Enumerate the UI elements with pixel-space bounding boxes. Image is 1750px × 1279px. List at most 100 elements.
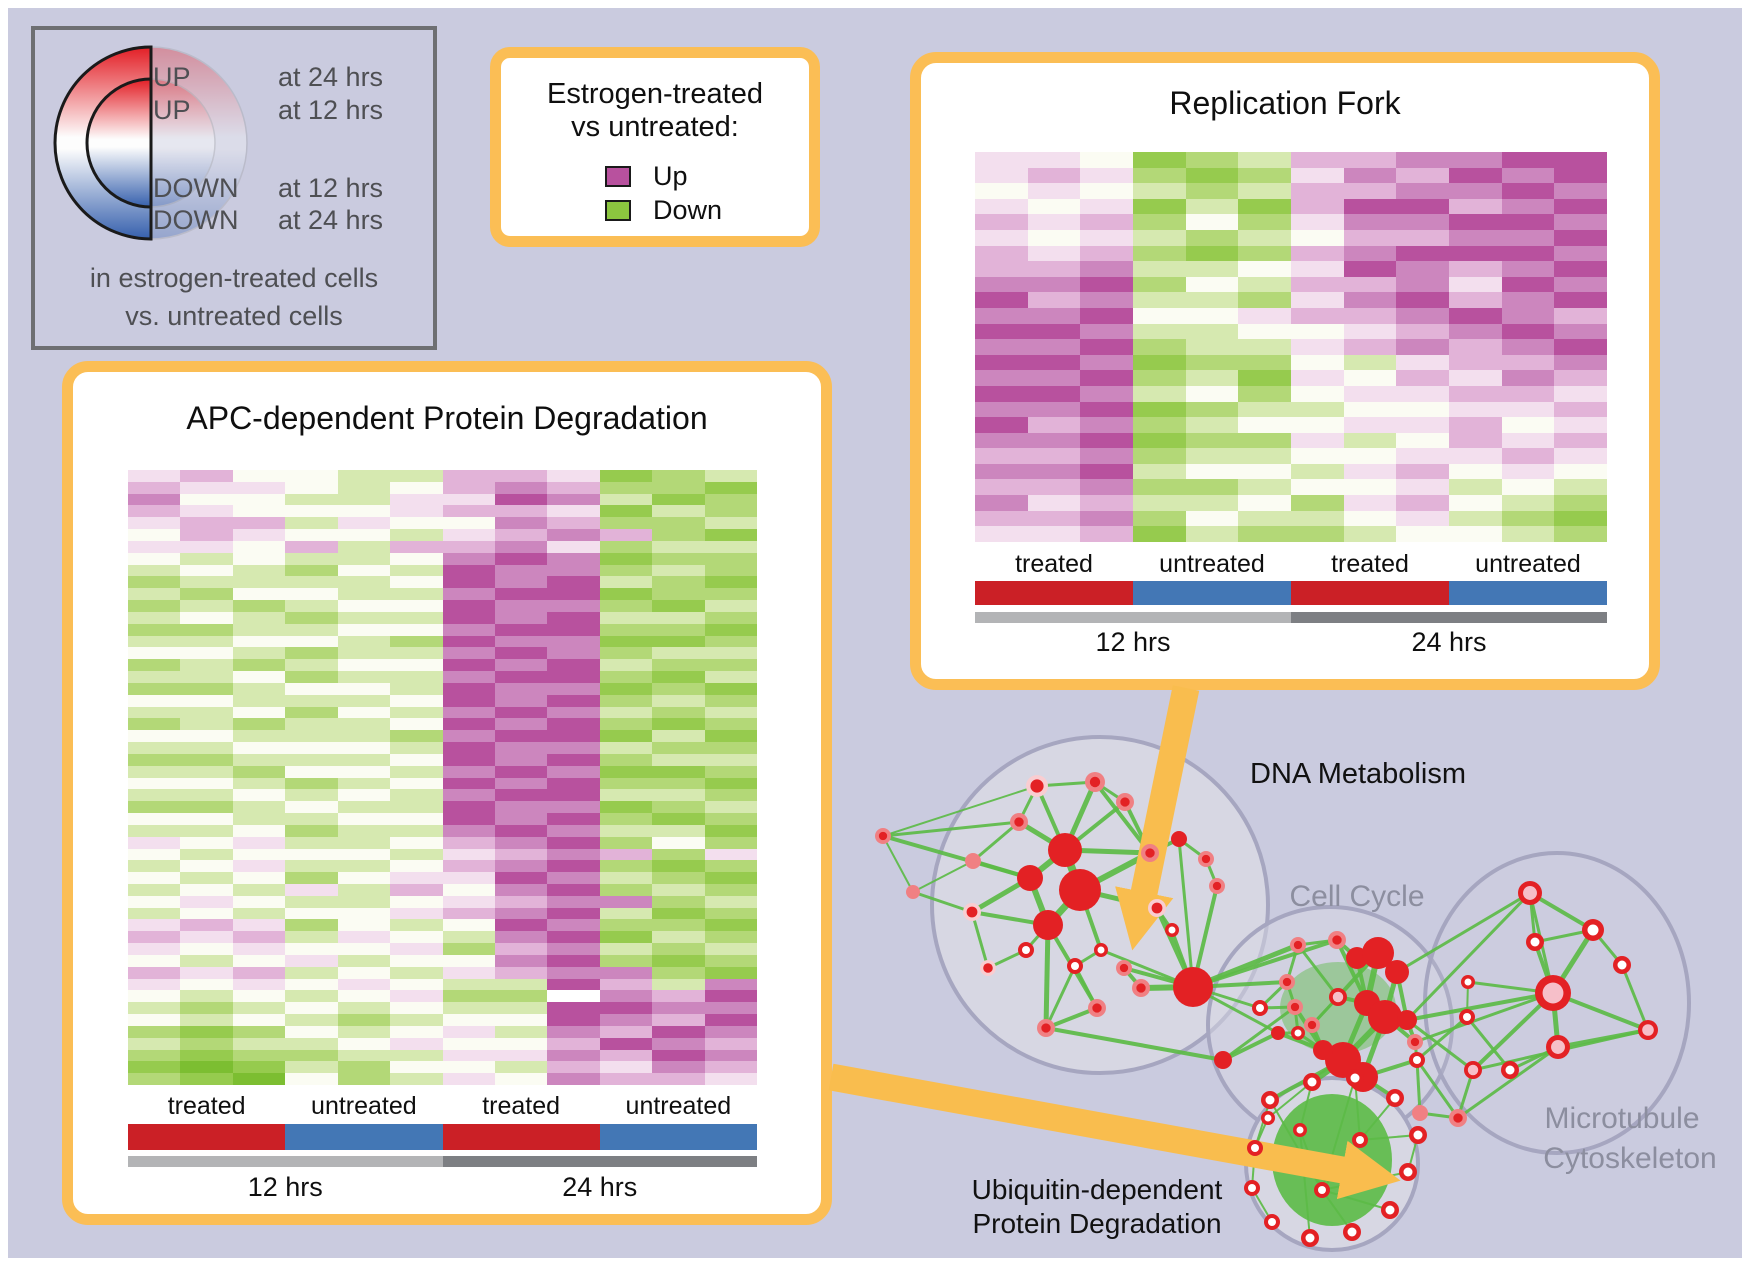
heatmap-cell — [1396, 261, 1450, 277]
panel-apc-protein-degradation: APC-dependent Protein Degradation treate… — [62, 361, 832, 1225]
heatmap-cell — [1185, 495, 1239, 511]
heatmap-cell — [1501, 183, 1555, 199]
heatmap-cell — [494, 493, 548, 506]
heatmap-cell — [180, 742, 233, 754]
key-word-up-12: UP — [153, 95, 191, 125]
heatmap-cell — [285, 883, 338, 896]
heatmap-cell — [1080, 495, 1134, 511]
heatmap-cell — [599, 730, 653, 743]
heatmap-cell — [704, 1014, 758, 1026]
heatmap-cell — [652, 659, 705, 672]
heatmap-row — [128, 481, 758, 494]
heatmap-row — [128, 954, 758, 967]
heatmap-cell — [704, 623, 758, 636]
heatmap-cell — [599, 635, 653, 648]
heatmap-cell — [652, 765, 705, 778]
heatmap-cell — [390, 801, 443, 814]
heatmap-cell — [494, 777, 548, 790]
heatmap-cell — [975, 495, 1028, 511]
heatmap-cell — [704, 1025, 758, 1038]
heatmap-row — [128, 470, 758, 482]
heatmap-cell — [599, 659, 653, 672]
heatmap-cell — [704, 801, 758, 814]
heatmap-cell — [652, 682, 705, 695]
heatmap-cell — [180, 588, 233, 601]
heatmap-cell — [390, 907, 443, 920]
heatmap-cell — [390, 529, 443, 541]
heatmap-cell — [390, 966, 443, 979]
heatmap-cell — [1501, 526, 1555, 542]
heatmap-cell — [128, 730, 181, 743]
heatmap-cell — [599, 1049, 653, 1062]
heatmap-cell — [1080, 183, 1134, 199]
heatmap-cell — [652, 1073, 705, 1086]
heatmap-cell — [232, 600, 286, 612]
heatmap-cell — [337, 1037, 391, 1050]
heatmap-cell — [975, 276, 1028, 293]
heatmap-cell — [337, 481, 391, 494]
network-edge — [1222, 1005, 1296, 1062]
heatmap-cell — [704, 540, 758, 553]
heatmap-cell — [390, 706, 443, 719]
heatmap-cell — [704, 635, 758, 648]
heatmap-cell — [390, 848, 443, 861]
network-node-core — [1390, 1093, 1400, 1103]
heatmap-cell — [442, 895, 495, 908]
heatmap-cell — [652, 1049, 705, 1062]
heatmap-cell — [1396, 276, 1450, 293]
heatmap-cell — [1291, 370, 1344, 386]
heatmap-cell — [1501, 354, 1555, 371]
heatmap-cell — [1396, 479, 1450, 496]
heatmap-cell — [1554, 526, 1608, 542]
heatmap-cell — [1396, 448, 1450, 464]
network-node-core — [1453, 1113, 1463, 1123]
heatmap-cell — [494, 564, 548, 577]
heatmap-cell — [494, 1002, 548, 1015]
heatmap-cell — [652, 777, 705, 790]
heatmap-cell — [442, 883, 495, 896]
heatmap-cell — [232, 517, 286, 530]
heatmap-cell — [1291, 432, 1344, 449]
heatmap-cell — [652, 706, 705, 719]
network-node — [1017, 865, 1043, 891]
network-node — [1362, 937, 1394, 969]
heatmap-cell — [337, 742, 391, 754]
heatmap-cell — [128, 1014, 181, 1026]
heatmap-cell — [704, 1073, 758, 1086]
heatmap-cell — [337, 990, 391, 1003]
heatmap-cell — [128, 564, 181, 577]
heatmap-cell — [652, 529, 705, 541]
heatmap-cell — [599, 493, 653, 506]
heatmap-cell — [128, 1037, 181, 1050]
heatmap-grid — [128, 470, 758, 1086]
heatmap-row — [128, 1073, 758, 1086]
heatmap-cell — [1501, 448, 1555, 464]
network-node-core — [1542, 982, 1564, 1004]
heatmap-cell — [285, 635, 338, 648]
heatmap-cell — [442, 777, 495, 790]
heatmap-cell — [1501, 417, 1555, 433]
heatmap-cell — [1554, 495, 1608, 511]
heatmap-cell — [1291, 245, 1344, 262]
heatmap-cell — [180, 883, 233, 896]
heatmap-cell — [1501, 276, 1555, 293]
heatmap-cell — [1027, 448, 1081, 464]
heatmap-cell — [232, 824, 286, 837]
heatmap-cell — [599, 765, 653, 778]
heatmap-cell — [285, 813, 338, 825]
heatmap-cell — [442, 978, 495, 991]
heatmap-cell — [232, 529, 286, 541]
heatmap-cell — [547, 872, 600, 884]
heatmap-cell — [232, 801, 286, 814]
heatmap-cell — [180, 836, 233, 849]
heatmap-cell — [1027, 463, 1081, 480]
heatmap-cell — [128, 765, 181, 778]
heatmap-cell — [337, 1014, 391, 1026]
heatmap-cell — [494, 730, 548, 743]
heatmap-cell — [232, 730, 286, 743]
heatmap-row — [128, 706, 758, 719]
heatmap-cell — [1449, 214, 1502, 230]
heatmap-cell — [599, 470, 653, 482]
heatmap-cell — [442, 824, 495, 837]
heatmap-row — [128, 635, 758, 648]
